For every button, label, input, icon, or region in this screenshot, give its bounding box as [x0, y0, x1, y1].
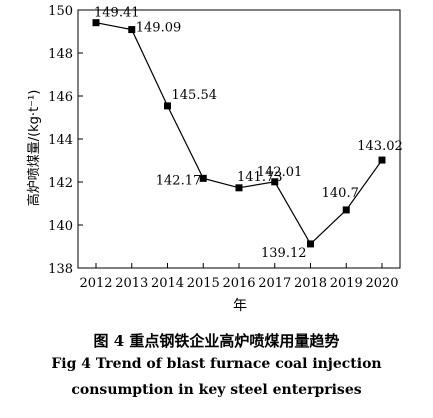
y-tick-label: 146 [48, 90, 73, 105]
y-tick-label: 150 [48, 4, 73, 19]
y-tick-label: 144 [48, 133, 73, 148]
x-tick-label: 2019 [330, 276, 363, 291]
x-tick-label: 2015 [187, 276, 220, 291]
series-line [95, 22, 383, 245]
data-label: 141.73 [237, 170, 283, 185]
data-point-marker [199, 174, 207, 182]
data-point-marker [378, 156, 386, 164]
y-tick-label: 138 [48, 262, 73, 277]
data-label: 142.17 [156, 173, 202, 188]
series-line-group [92, 19, 386, 248]
x-tick-label: 2014 [151, 276, 184, 291]
data-label: 143.02 [357, 139, 403, 154]
x-axis-title: 年 [233, 298, 247, 314]
x-tick-label: 2013 [115, 276, 148, 291]
data-label: 139.12 [261, 246, 307, 261]
x-tick-label: 2016 [222, 276, 255, 291]
data-point-marker [92, 19, 100, 27]
data-point-marker [235, 184, 243, 192]
data-label: 149.41 [94, 6, 140, 21]
data-point-marker [128, 26, 136, 34]
data-point-marker [271, 178, 279, 186]
x-tick-label: 2012 [79, 276, 112, 291]
data-point-marker [307, 240, 314, 248]
data-label: 142.01 [257, 165, 303, 180]
y-axis-title: 高炉喷煤量/(kg·t⁻¹) [26, 90, 42, 207]
data-point-marker [164, 102, 171, 110]
data-point-marker [342, 206, 350, 214]
figure-caption-english-line-2: consumption in key steel enterprises [71, 382, 362, 398]
y-tick-label: 142 [48, 176, 73, 191]
data-label: 145.54 [172, 88, 218, 103]
data-label: 140.7 [322, 186, 359, 201]
x-tick-label: 2017 [258, 276, 291, 291]
data-label: 149.09 [136, 21, 182, 36]
x-tick-label: 2018 [294, 276, 327, 291]
x-tick-label: 2020 [365, 276, 398, 291]
figure-caption-chinese: 图 4 重点钢铁企业高炉喷煤用量趋势 [93, 332, 340, 350]
figure-caption-english-line-1: Fig 4 Trend of blast furnace coal inject… [51, 356, 382, 372]
y-tick-label: 140 [48, 219, 73, 234]
y-tick-label: 148 [48, 47, 73, 62]
plot-frame [77, 9, 401, 269]
